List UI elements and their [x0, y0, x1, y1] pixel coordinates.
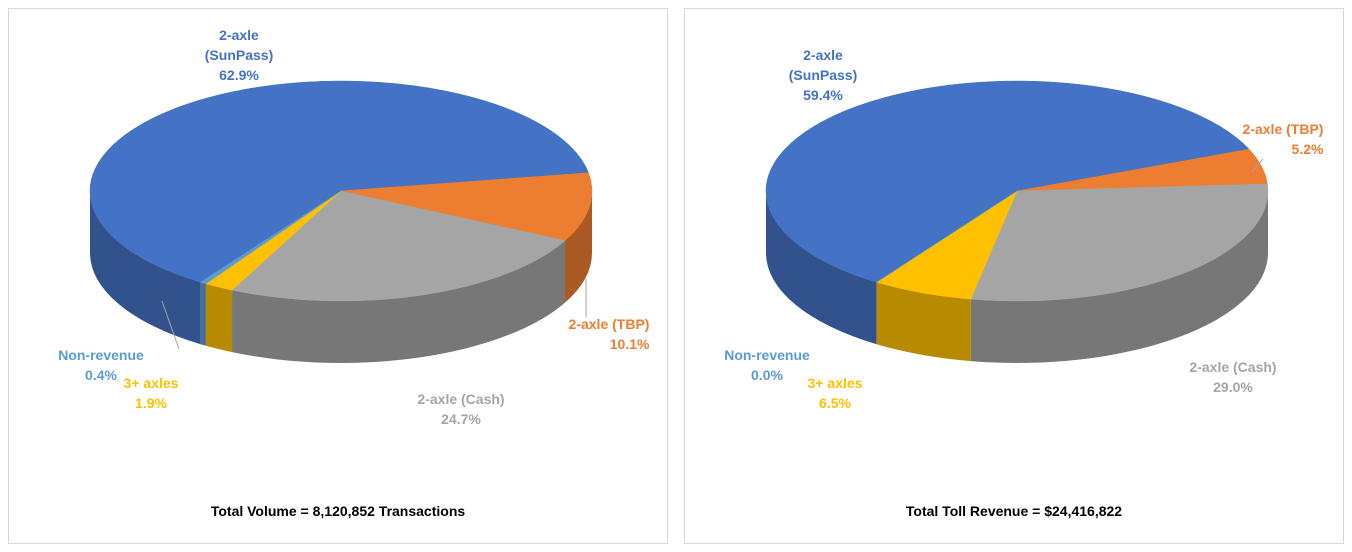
value-label: 6.5%: [819, 395, 851, 411]
category-label: 3+ axles: [123, 375, 179, 391]
data-label: Non-revenue 0.0%: [724, 345, 810, 385]
category-label: 2-axle (Cash): [1189, 359, 1277, 375]
category-label: 2-axle (TBP): [568, 316, 650, 332]
pie-slice-side: [232, 240, 566, 363]
category-label: Non-revenue: [724, 347, 810, 363]
data-label: 3+ axles 6.5%: [808, 373, 863, 413]
value-label: 5.2%: [1291, 141, 1324, 157]
chart-title: Total Volume = 8,120,852 Transactions: [210, 503, 466, 519]
category-label: 3+ axles: [807, 375, 863, 391]
data-label: 2-axle (Cash) 24.7%: [417, 389, 504, 429]
chart-title: Total Toll Revenue = $24,416,822: [905, 503, 1123, 519]
pie-slice: [340, 172, 593, 241]
value-label: 0.4%: [85, 367, 117, 383]
value-label: 0.0%: [751, 367, 783, 383]
chart-panel: 2-axle (SunPass) 62.9% 2-axle (TBP) 10.1% 2-…: [8, 8, 668, 544]
pie-chart: [89, 80, 593, 363]
pie-slice-side: [766, 191, 877, 345]
data-label: 2-axle (SunPass) 62.9%: [194, 25, 284, 85]
value-label: 59.4%: [803, 87, 843, 103]
pie-slice-side: [876, 282, 971, 362]
category-label: 2-axle (SunPass): [204, 27, 274, 63]
leader-line: [1251, 158, 1264, 173]
pie-slice-side: [970, 191, 1268, 363]
category-label: 2-axle (SunPass): [788, 47, 858, 83]
pie-chart: [765, 80, 1269, 363]
data-label: 3+ axles 1.9%: [124, 373, 179, 413]
value-label: 29.0%: [1213, 379, 1253, 395]
pie-slice: [876, 190, 1018, 283]
data-label: 2-axle (Cash) 29.0%: [1189, 357, 1276, 397]
category-label: 2-axle (TBP): [1242, 121, 1324, 137]
category-label: 2-axle (Cash): [417, 391, 505, 407]
data-label: 2-axle (TBP) 5.2%: [1243, 119, 1324, 159]
pie-slice: [765, 80, 1250, 283]
data-label: 2-axle (SunPass) 59.4%: [778, 45, 868, 105]
pie-slice: [231, 190, 566, 302]
value-label: 24.7%: [441, 411, 481, 427]
value-label: 62.9%: [219, 67, 259, 83]
leader-line: [161, 300, 180, 350]
pie-slice-side: [200, 282, 206, 346]
data-label: 2-axle (TBP) 10.1%: [569, 314, 650, 354]
value-label: 1.9%: [135, 395, 167, 411]
pie-slice-side: [205, 283, 233, 353]
value-label: 10.1%: [609, 336, 650, 352]
pie-slice: [200, 190, 342, 284]
pie-slice-side: [90, 191, 201, 345]
category-label: Non-revenue: [58, 347, 144, 363]
data-label: Non-revenue 0.4%: [58, 345, 144, 385]
chart-panel: 2-axle (SunPass) 59.4% 2-axle (TBP) 5.2% 2-a…: [684, 8, 1344, 544]
pie-slice: [89, 80, 589, 283]
pie-slice: [970, 183, 1269, 302]
pie-slice-side: [565, 191, 592, 303]
